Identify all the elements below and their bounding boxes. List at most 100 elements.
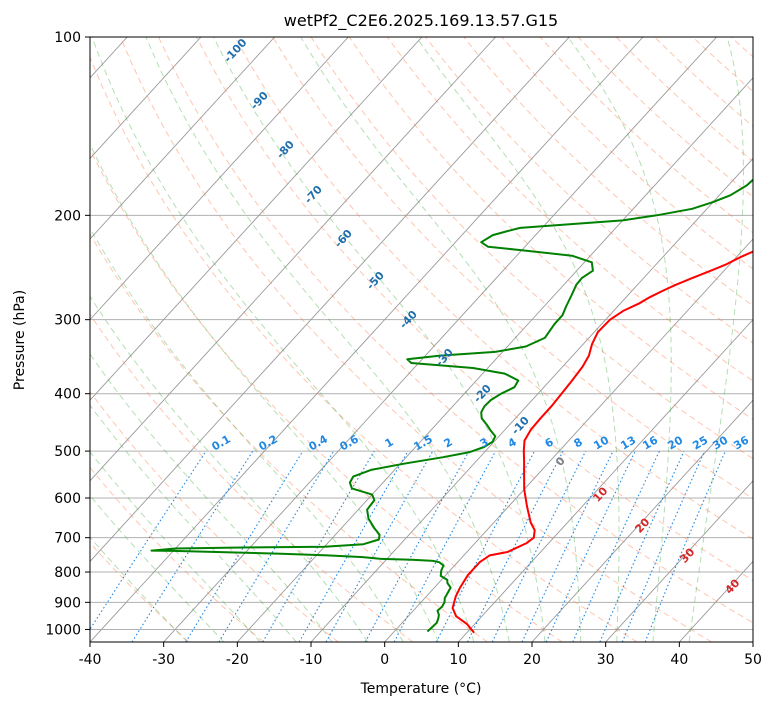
dry-adiabat-label: -100: [221, 36, 250, 65]
mixing-ratio-line: [545, 450, 636, 642]
isotherm-line: [384, 238, 753, 642]
dry-adiabat-label: -50: [364, 269, 387, 293]
moist-adiabat-label: 20: [632, 515, 652, 535]
mixing-ratio-line: [325, 450, 434, 642]
dry-adiabat-line: [272, 37, 753, 500]
mixing-ratio-label: 10: [591, 433, 611, 452]
isotherm-line: [237, 77, 753, 642]
mixing-ratio-line: [185, 450, 304, 642]
mixing-ratio-label: 1.5: [412, 432, 435, 453]
dry-adiabat-label: -40: [397, 308, 420, 332]
y-tick-label: 400: [54, 387, 81, 403]
moist-adiabat-line: [90, 295, 369, 642]
x-tick-label: -20: [226, 652, 249, 668]
y-tick-label: 1000: [45, 622, 81, 638]
dry-adiabat-line: [196, 37, 753, 582]
mixing-ratio-label: 0.6: [338, 432, 362, 453]
moist-adiabat-label: 30: [677, 545, 697, 565]
dry-adiabat-line: [90, 232, 488, 642]
mixing-ratio-line: [491, 450, 587, 642]
mixing-ratio-line: [90, 450, 207, 631]
mixing-ratio-line: [521, 450, 614, 642]
dry-adiabat-label: -20: [471, 382, 494, 406]
mixing-ratio-label: 25: [690, 434, 710, 453]
dry-adiabat-line: [119, 37, 712, 642]
x-tick-label: -30: [152, 652, 175, 668]
mixing-ratio-label: 36: [731, 433, 751, 452]
dry-adiabat-label: -80: [274, 138, 297, 162]
plot-frame: [89, 36, 754, 643]
dry-adiabat-line: [90, 542, 190, 642]
mixing-ratio-line: [364, 450, 470, 642]
x-tick-label: 0: [380, 652, 389, 668]
mixing-ratio-line: [599, 450, 685, 642]
moist-adiabat-line: [90, 353, 333, 642]
dewpoint-curve: [150, 178, 753, 633]
mixing-ratio-label: 1: [383, 435, 396, 450]
y-tick-label: 100: [54, 30, 81, 46]
mixing-ratio-line: [393, 450, 497, 642]
isotherm-line: [90, 37, 570, 563]
isotherm-line: [90, 37, 423, 401]
isotherm-line: [531, 399, 753, 642]
isotherm-line: [90, 37, 496, 482]
dry-adiabat-line: [310, 37, 753, 460]
dry-adiabat-line: [90, 466, 264, 642]
y-axis-ticks: 100 200 300 400 500 600 700 800 900 1000: [45, 30, 90, 638]
isotherm-line: [605, 480, 753, 642]
mixing-ratio-label: 0.4: [307, 432, 331, 453]
isotherm-line: [752, 641, 753, 642]
x-axis-ticks: -40 -30 -20 -10 0 10 20 30 40 50: [79, 642, 762, 668]
y-axis-label: Pressure (hPa): [12, 290, 28, 390]
moist-adiabat-line: [91, 37, 475, 642]
y-tick-label: 900: [54, 595, 81, 611]
mixing-ratio-label: 4: [506, 435, 519, 450]
y-tick-label: 200: [54, 208, 81, 224]
isotherm-line: [90, 37, 349, 321]
moist-adiabat-line: [213, 37, 546, 642]
moist-adiabat-line: [300, 37, 582, 642]
mixing-ratio-line: [621, 450, 706, 642]
dry-adiabat-line: [90, 55, 638, 642]
mixing-ratio-label: 2: [442, 435, 455, 450]
x-tick-label: 10: [449, 652, 467, 668]
y-tick-label: 800: [54, 565, 81, 581]
moist-adiabat-line: [415, 37, 620, 642]
y-tick-label: 600: [54, 491, 81, 507]
x-tick-label: 40: [670, 652, 688, 668]
background-lines: [90, 37, 775, 642]
dry-adiabat-line: [769, 37, 775, 642]
isotherm-line: [310, 157, 753, 642]
moist-adiabat-line: [90, 227, 404, 642]
mixing-ratio-label: 0.1: [210, 432, 233, 453]
dry-adiabat-line: [654, 37, 753, 127]
mixing-ratio-line: [572, 450, 660, 642]
isotherm-line: [90, 37, 644, 642]
mixing-ratio-label: 13: [618, 434, 638, 453]
isotherm-line: [458, 318, 753, 642]
isotherm-line: [163, 37, 717, 642]
mixing-ratio-line: [131, 450, 254, 642]
x-tick-label: -10: [300, 652, 323, 668]
x-tick-label: 20: [523, 652, 541, 668]
dry-adiabat-line: [234, 37, 753, 540]
line-labels: -100-90-80-70-60-50-40-30-20-10010203040…: [210, 36, 752, 597]
dry-adiabat-line: [348, 37, 753, 421]
chart-title: wetPf2_C2E6.2025.169.13.57.G15: [284, 11, 558, 31]
dry-adiabat-line: [386, 37, 753, 382]
moist-adiabat-label: 10: [590, 484, 610, 504]
dry-adiabat-line: [90, 148, 563, 642]
moist-adiabat-line: [145, 37, 510, 642]
x-tick-label: 30: [597, 652, 615, 668]
moist-adiabat-line: [90, 404, 297, 642]
mixing-ratio-label: 0.2: [257, 432, 280, 453]
x-axis-label: Temperature (°C): [360, 681, 482, 697]
dry-adiabat-label: -60: [332, 227, 355, 251]
temperature-curve: [451, 250, 753, 634]
y-tick-label: 300: [54, 313, 81, 329]
moist-adiabat-line: [567, 37, 672, 642]
moist-adiabat-line: [688, 37, 745, 642]
dry-adiabat-line: [577, 37, 753, 198]
x-tick-label: -40: [79, 652, 102, 668]
